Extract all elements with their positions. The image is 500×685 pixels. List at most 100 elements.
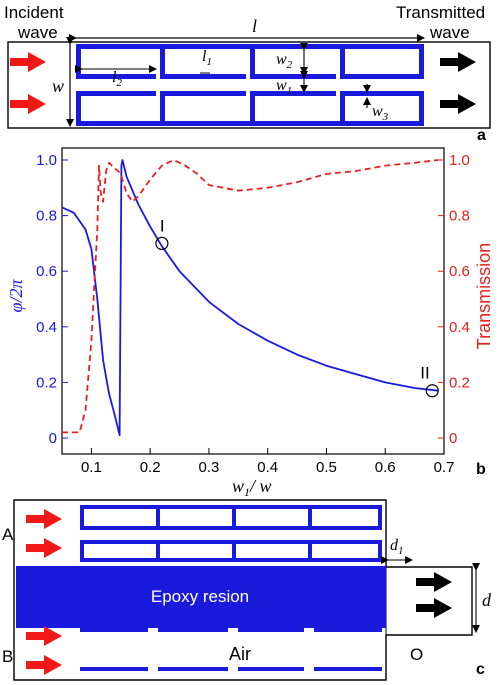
marker-label-I: I bbox=[160, 216, 165, 235]
x-tick-label: 0.5 bbox=[316, 459, 337, 476]
unit-a1-post-0 bbox=[80, 505, 84, 530]
y-left-tick-label: 0.2 bbox=[36, 374, 57, 391]
channel-wall-upper-1 bbox=[162, 74, 246, 79]
slot-b2-1 bbox=[158, 667, 228, 671]
epoxy-resin-label: Epoxy resion bbox=[151, 587, 249, 606]
channel-wall-lower-2 bbox=[252, 91, 336, 96]
w3-label: w3 bbox=[372, 103, 389, 123]
marker-circle-II bbox=[425, 384, 439, 398]
channel-wall-lower-3 bbox=[342, 91, 424, 96]
incident-arrow-c4 bbox=[26, 655, 62, 675]
y-right-tick-label: 0 bbox=[449, 430, 457, 447]
y-left-tick-label: 0.8 bbox=[36, 208, 57, 225]
phase-series-line bbox=[61, 159, 439, 437]
w2-label: w2 bbox=[276, 51, 293, 71]
channel-wall-upper-3 bbox=[342, 74, 424, 79]
partition-top-0 bbox=[76, 44, 81, 79]
unit-a2-post-0 bbox=[80, 540, 84, 562]
unit-a2-post-2 bbox=[232, 540, 236, 562]
unit-a1-post-3 bbox=[308, 505, 312, 530]
incident-wave-label-line1: Incident bbox=[4, 3, 64, 22]
transmitted-wave-label-line1: Transmitted bbox=[396, 3, 485, 22]
channel-wall-upper-2 bbox=[252, 74, 336, 79]
w1-label: w1 bbox=[276, 77, 292, 97]
panel-c: Epoxy resion Air A B O d1 d c bbox=[2, 499, 492, 681]
slot-b2-2 bbox=[238, 667, 304, 671]
partition-bottom-2 bbox=[250, 91, 255, 126]
epoxy-resin-block bbox=[16, 566, 386, 628]
partition-bottom-1 bbox=[160, 91, 165, 126]
slot-b1-2 bbox=[238, 628, 304, 632]
transmitted-wave-label-line2: wave bbox=[429, 23, 470, 42]
unit-a1-bottom bbox=[80, 526, 382, 530]
x-tick-label: 0.3 bbox=[198, 459, 219, 476]
length-l-label: l bbox=[252, 16, 257, 36]
width-w-label: w bbox=[52, 76, 64, 96]
partition-bottom-0 bbox=[76, 91, 81, 126]
y-left-tick-label: 0.6 bbox=[36, 263, 57, 280]
metamaterial-structure bbox=[76, 44, 424, 126]
panel-a-tag: a bbox=[477, 127, 486, 144]
transmitted-arrow-bottom bbox=[440, 94, 476, 114]
unit-a2-post-4 bbox=[378, 540, 382, 562]
plot-frame bbox=[61, 147, 445, 455]
transmission-series-line bbox=[62, 159, 439, 434]
panel-a: Incident wave Transmitted wave l w l2 l1… bbox=[4, 3, 491, 144]
y-right-tick-label: 0.2 bbox=[449, 374, 470, 391]
y-right-tick-label: 0.4 bbox=[449, 319, 470, 336]
incident-arrow-top bbox=[10, 52, 46, 72]
slot-b1-1 bbox=[158, 628, 228, 632]
marker-label-II: II bbox=[420, 364, 429, 383]
x-tick-label: 0.4 bbox=[257, 459, 278, 476]
partition-top-3 bbox=[340, 44, 345, 79]
partition-bottom-4 bbox=[419, 91, 424, 126]
unit-a2-top bbox=[80, 540, 382, 544]
partition-top-4 bbox=[419, 44, 424, 79]
panel-a-frame bbox=[7, 41, 491, 129]
y-axis-right-label: Transmission bbox=[474, 243, 494, 349]
label-O: O bbox=[410, 645, 423, 664]
air-label: Air bbox=[229, 644, 251, 664]
y-right-tick-label: 1.0 bbox=[449, 152, 470, 169]
x-tick-label: 0.7 bbox=[434, 459, 455, 476]
x-axis-label: w1/ w bbox=[232, 476, 272, 499]
chart-layer: 0.1 0.2 0.3 0.4 0.5 0.6 0.7 0 0.2 0.4 0.6 0.8 1.0 0 0.… bbox=[36, 152, 470, 476]
panel-c-tag: c bbox=[476, 661, 485, 678]
partition-bottom-3 bbox=[340, 91, 345, 126]
partition-top-1 bbox=[160, 44, 165, 79]
unit-a2-bottom bbox=[80, 558, 382, 562]
output-arrow-c1 bbox=[416, 572, 452, 592]
channel-wall-lower-1 bbox=[162, 91, 246, 96]
y-right-tick-label: 0.8 bbox=[449, 208, 470, 225]
panel-c-outline bbox=[13, 499, 473, 681]
unit-a1-post-4 bbox=[378, 505, 382, 530]
x-tick-label: 0.6 bbox=[375, 459, 396, 476]
x-tick-label: 0.2 bbox=[140, 459, 161, 476]
unit-a1-post-1 bbox=[156, 505, 160, 530]
y-left-tick-label: 0 bbox=[49, 430, 57, 447]
x-tick-label: 0.1 bbox=[81, 459, 102, 476]
incident-arrow-c3 bbox=[26, 626, 62, 646]
panel-b-tag: b bbox=[476, 461, 486, 478]
l1-label: l1 bbox=[202, 48, 212, 68]
label-B: B bbox=[2, 647, 13, 666]
y-right-tick-label: 0.6 bbox=[449, 263, 470, 280]
incident-arrow-c1 bbox=[26, 509, 62, 529]
channel-wall-lower-0 bbox=[76, 91, 156, 96]
output-arrow-c2 bbox=[416, 598, 452, 618]
y-left-tick-label: 1.0 bbox=[36, 152, 57, 169]
metamaterial-structure-c bbox=[80, 505, 382, 671]
panel-b: 0.1 0.2 0.3 0.4 0.5 0.6 0.7 0 0.2 0.4 0.6 0.8 1.0 0 0.… bbox=[6, 147, 494, 499]
incident-wave-label-line2: wave bbox=[17, 23, 58, 42]
slot-b2-0 bbox=[80, 667, 148, 671]
unit-a2-post-1 bbox=[156, 540, 160, 562]
label-A: A bbox=[2, 525, 14, 544]
unit-a1-top bbox=[80, 505, 382, 509]
d1-label: d1 bbox=[390, 537, 404, 557]
incident-arrow-c2 bbox=[26, 538, 62, 558]
slot-b1-3 bbox=[314, 628, 382, 632]
channel-wall-upper-0 bbox=[76, 74, 156, 79]
slot-b1-0 bbox=[80, 628, 148, 632]
unit-a1-post-2 bbox=[232, 505, 236, 530]
